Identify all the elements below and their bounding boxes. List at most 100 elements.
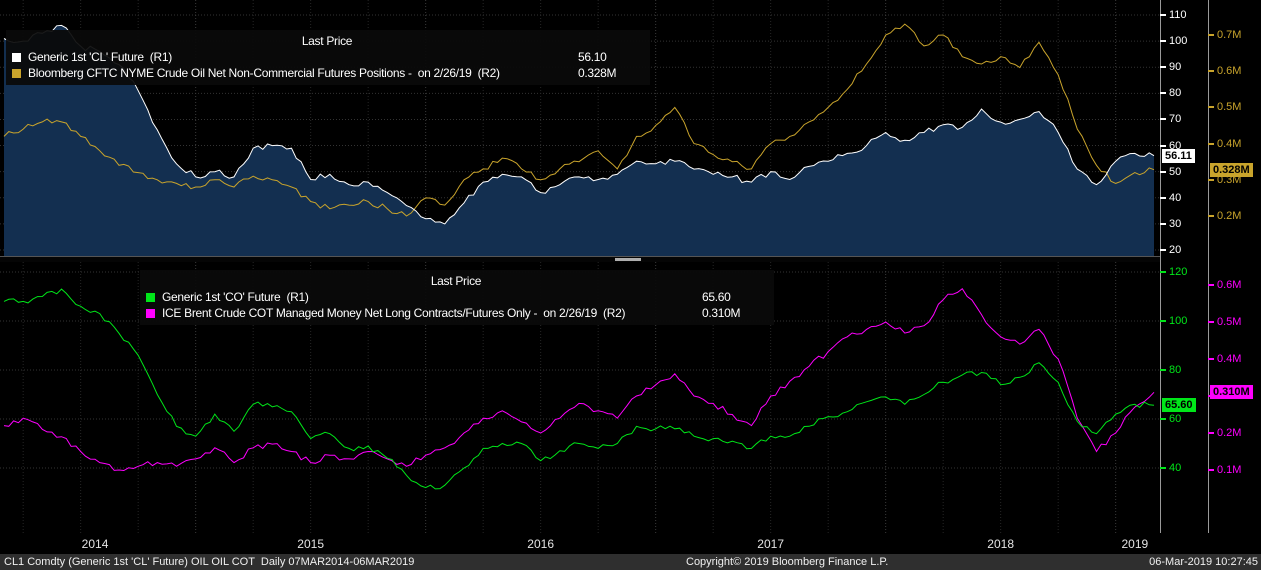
wti-price-panel[interactable]: Last Price Generic 1st 'CL' Future (R1) … [0, 0, 1160, 256]
legend-title: Last Price [430, 274, 482, 288]
axis-tick [1160, 14, 1166, 16]
chart-description: CL1 Comdty (Generic 1st 'CL' Future) OIL… [4, 556, 415, 568]
axis-tick-label: 0.4M [1217, 353, 1242, 365]
axis-tick-label: 40 [1169, 462, 1182, 474]
legend-row-cftc[interactable]: Bloomberg CFTC NYME Crude Oil Net Non-Co… [12, 65, 642, 81]
axis-tick-label: 50 [1169, 165, 1182, 178]
panel-divider-handle[interactable] [615, 258, 641, 261]
ice_mm-line [3, 287, 1155, 472]
axis-tick-label: 0.6M [1217, 279, 1242, 291]
axis-tick [1208, 215, 1214, 217]
axis-tick [1160, 249, 1166, 251]
axis-tick-label: 120 [1169, 266, 1188, 278]
brent-legend: Last Price Generic 1st 'CO' Future (R1) … [140, 270, 774, 325]
axis-tick [1160, 196, 1166, 199]
axis-tick-label: 0.5M [1217, 101, 1242, 114]
co1-series-label: Generic 1st 'CO' Future (R1) [162, 290, 309, 304]
co1-last-price: 65.60 [702, 290, 731, 304]
last-value-tag: 65.60 [1162, 398, 1196, 413]
axis-tick [1160, 222, 1166, 225]
cftc-series-label: Bloomberg CFTC NYME Crude Oil Net Non-Co… [28, 66, 500, 80]
cl1-line [3, 24, 1155, 225]
axis-tick-label: 90 [1169, 61, 1182, 74]
axis-tick [1160, 320, 1166, 322]
axis-tick-label: 80 [1169, 87, 1182, 100]
axis-tick [1160, 170, 1166, 173]
axis-tick-label: 70 [1169, 113, 1182, 126]
axis-tick [1160, 40, 1166, 43]
axis-tick-label: 0.6M [1217, 65, 1242, 78]
axis-tick [1160, 144, 1166, 147]
axis-tick [1160, 271, 1166, 273]
axis-tick-label: 80 [1169, 364, 1182, 376]
axis-tick-label: 110 [1169, 9, 1187, 21]
cftc-series-swatch [12, 68, 21, 78]
cl1-last-price: 56.10 [578, 50, 607, 64]
axis-tick [1208, 106, 1214, 109]
axis-tick [1160, 467, 1166, 469]
axis-tick-label: 100 [1169, 315, 1188, 327]
axis-tick [1160, 66, 1166, 69]
axis-tick-label: 0.4M [1217, 137, 1242, 150]
cl1-area-fill [4, 25, 1154, 256]
last-value-tag: 0.310M [1210, 385, 1253, 400]
right-axis-region[interactable]: 110 100 90 80 70 60 50 40 30 20 56.11 0.7M 0.6M 0.5M 0… [1160, 0, 1261, 533]
cl1-series-swatch [12, 52, 21, 62]
legend-row-cl1[interactable]: Generic 1st 'CL' Future (R1) 56.10 [12, 49, 642, 65]
co1-line [3, 288, 1155, 490]
axis-tick-label: 0.2M [1217, 210, 1242, 222]
ice-series-label: ICE Brent Crude COT Managed Money Net Lo… [162, 306, 626, 320]
legend-row-co1[interactable]: Generic 1st 'CO' Future (R1) 65.60 [146, 289, 766, 305]
x-axis: 2014 2015 2016 2017 2018 2019 [0, 533, 1160, 554]
axis-tick [1160, 418, 1166, 420]
x-axis-year-label: 2019 [1121, 537, 1149, 551]
x-axis-year-label: 2018 [987, 537, 1015, 551]
legend-title: Last Price [301, 34, 353, 48]
axis-tick-label: 0.7M [1217, 29, 1242, 41]
axis-rail [1208, 0, 1209, 533]
axis-tick [1208, 358, 1214, 360]
axis-tick-label: 0.3M [1217, 173, 1242, 186]
cftc-last-value: 0.328M [578, 66, 617, 80]
axis-tick-label: 0.1M [1217, 464, 1242, 476]
status-bar: CL1 Comdty (Generic 1st 'CL' Future) OIL… [0, 554, 1261, 570]
axis-tick [1208, 284, 1214, 286]
copyright-text: Copyright© 2019 Bloomberg Finance L.P. [686, 556, 889, 568]
axis-tick [1160, 92, 1166, 95]
x-axis-year-label: 2016 [527, 537, 555, 551]
axis-tick-label: 20 [1169, 244, 1182, 256]
wti-legend: Last Price Generic 1st 'CL' Future (R1) … [6, 30, 650, 85]
cl1-series-label: Generic 1st 'CL' Future (R1) [28, 50, 172, 64]
x-axis-year-label: 2014 [81, 537, 109, 551]
x-axis-year-label: 2015 [297, 537, 325, 551]
axis-tick [1160, 369, 1166, 371]
axis-tick-label: 0.2M [1217, 427, 1242, 439]
x-axis-year-label: 2017 [757, 537, 785, 551]
axis-tick [1208, 178, 1214, 181]
axis-tick [1208, 70, 1214, 73]
ice-last-value: 0.310M [702, 306, 741, 320]
co1-series-swatch [146, 292, 155, 302]
wti-chart-plot[interactable] [0, 0, 1160, 256]
axis-tick [1208, 469, 1214, 471]
axis-tick-label: 100 [1169, 35, 1188, 48]
axis-tick [1208, 321, 1214, 323]
axis-tick-label: 60 [1169, 413, 1182, 425]
axis-tick [1208, 34, 1214, 36]
cftc_net-line [3, 23, 1155, 217]
axis-rail [1160, 0, 1161, 533]
last-value-tag: 0.328M [1210, 162, 1253, 177]
axis-tick-label: 60 [1169, 139, 1182, 152]
axis-tick [1208, 432, 1214, 434]
last-value-tag: 56.11 [1162, 148, 1195, 163]
axis-tick [1160, 118, 1166, 121]
panel-divider [0, 256, 1261, 262]
axis-tick-label: 30 [1169, 217, 1182, 230]
axis-tick-label: 0.5M [1217, 316, 1242, 328]
brent-price-panel[interactable]: Last Price Generic 1st 'CO' Future (R1) … [0, 262, 1160, 533]
axis-tick-label: 40 [1169, 191, 1182, 204]
timestamp: 06-Mar-2019 10:27:45 [1149, 556, 1258, 568]
legend-row-ice[interactable]: ICE Brent Crude COT Managed Money Net Lo… [146, 305, 766, 321]
axis-tick [1208, 142, 1214, 145]
